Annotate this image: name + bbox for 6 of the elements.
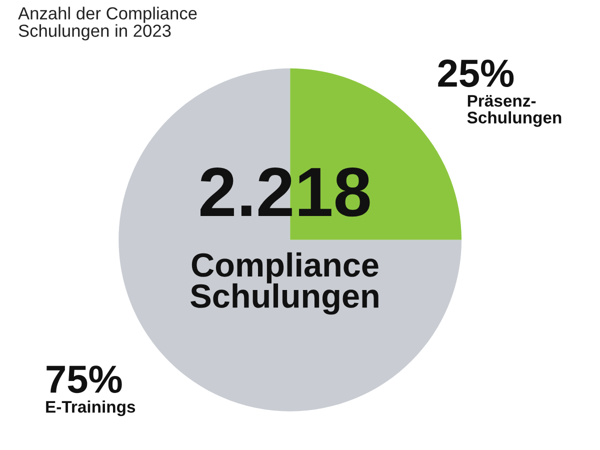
- text: Compliance Schulungen: [190, 252, 378, 315]
- data-label: 75%: [46, 366, 122, 394]
- data-label: 25%: [438, 60, 514, 88]
- slice-label: Präsenz- Schulungen: [467, 95, 562, 127]
- chart-title: Anzahl der Compliance Schulungen in 2023: [18, 6, 197, 40]
- slice-label: E-Trainings: [46, 400, 136, 416]
